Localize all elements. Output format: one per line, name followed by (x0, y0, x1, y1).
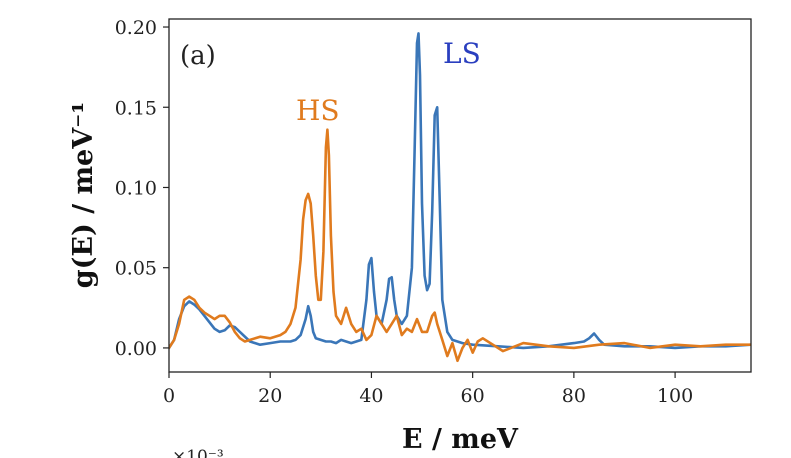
y-tick-label: 0.00 (115, 338, 157, 360)
series-line-ls (169, 32, 751, 350)
x-tick-label: 20 (258, 385, 282, 407)
x-tick-label: 0 (163, 385, 175, 407)
x-tick-label: 100 (657, 385, 693, 407)
series-line-hs (169, 128, 751, 363)
y-tick-label: 0.15 (115, 97, 157, 119)
series-label-hs: HS (296, 94, 340, 127)
axis-offset-note: ×10⁻³ (172, 447, 224, 458)
x-tick-label: 40 (359, 385, 383, 407)
x-tick-label: 80 (562, 385, 586, 407)
x-tick-label: 60 (461, 385, 485, 407)
x-axis-ticks: 0 20 40 60 80 100 (163, 372, 693, 407)
x-axis-title: E / meV (402, 424, 519, 455)
y-axis-title: g(E) / meV⁻¹ (68, 102, 99, 288)
series-label-ls: LS (443, 37, 481, 70)
y-tick-label: 0.20 (115, 17, 157, 39)
plot-frame (168, 18, 752, 373)
y-tick-label: 0.10 (115, 177, 157, 199)
y-axis-ticks: 0.00 0.05 0.10 0.15 0.20 (115, 17, 169, 360)
y-tick-label: 0.05 (115, 258, 157, 280)
panel-label: (a) (180, 41, 216, 71)
series-layer (169, 32, 751, 363)
